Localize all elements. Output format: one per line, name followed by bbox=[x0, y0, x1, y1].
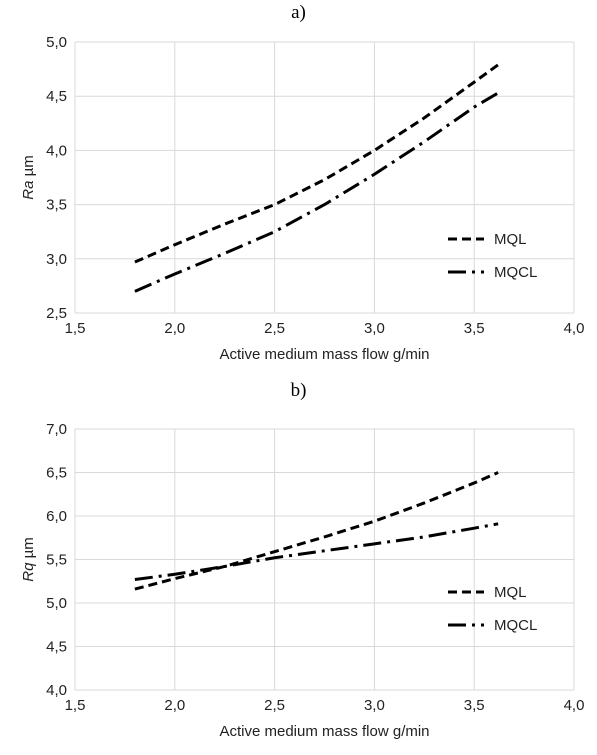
y-axis-title: Rq µm bbox=[20, 537, 37, 582]
y-tick-label: 2,5 bbox=[46, 305, 67, 322]
y-tick-label: 4,5 bbox=[46, 639, 67, 656]
y-tick-label: 5,0 bbox=[46, 34, 67, 51]
y-tick-label: 6,5 bbox=[46, 465, 67, 482]
y-axis-unit: µm bbox=[20, 537, 37, 562]
x-tick-label: 1,5 bbox=[65, 320, 86, 337]
x-tick-label: 2,0 bbox=[164, 697, 185, 714]
x-tick-label: 2,0 bbox=[164, 320, 185, 337]
x-axis-title: Active medium mass flow g/min bbox=[219, 346, 429, 363]
y-tick-label: 3,5 bbox=[46, 197, 67, 214]
y-tick-label: 4,0 bbox=[46, 142, 67, 159]
y-tick-label: 5,5 bbox=[46, 552, 67, 569]
chart-a-svg: 1,5 2,0 2,5 3,0 3,5 4,0 2,5 3,0 3,5 4,0 4,5 5,0 Acti… bbox=[20, 34, 585, 363]
legend-label-mqcl: MQCL bbox=[494, 264, 537, 281]
legend-label-mql: MQL bbox=[494, 231, 527, 248]
y-tick-label: 3,0 bbox=[46, 251, 67, 268]
series-line-mqcl bbox=[134, 522, 499, 581]
x-tick-label: 2,5 bbox=[264, 320, 285, 337]
x-tick-label: 2,5 bbox=[264, 697, 285, 714]
y-axis-unit: µm bbox=[20, 155, 37, 180]
y-axis-symbol: Rq bbox=[20, 562, 37, 582]
y-axis-symbol: Ra bbox=[20, 181, 37, 200]
y-tick-label: 6,0 bbox=[46, 508, 67, 525]
y-tick-label: 4,5 bbox=[46, 88, 67, 105]
x-tick-label: 3,0 bbox=[364, 697, 385, 714]
panel-label-b: b) bbox=[290, 380, 307, 401]
chart-panel-b: b) 1,5 2,0 2,5 3,0 3,5 4,0 4,0 4,5 5,0 5,5 6,0 6,5 7… bbox=[0, 378, 597, 755]
x-tick-label: 3,0 bbox=[364, 320, 385, 337]
legend-label-mqcl: MQCL bbox=[494, 617, 537, 634]
legend-label-mql: MQL bbox=[494, 584, 527, 601]
y-tick-label: 5,0 bbox=[46, 595, 67, 612]
x-axis-title: Active medium mass flow g/min bbox=[219, 723, 429, 740]
y-tick-label: 7,0 bbox=[46, 421, 67, 438]
x-tick-label: 3,5 bbox=[464, 320, 485, 337]
series-line-mql bbox=[134, 471, 499, 591]
series-line-mqcl bbox=[134, 91, 499, 293]
panel-label-a: a) bbox=[291, 2, 306, 23]
y-tick-label: 4,0 bbox=[46, 682, 67, 699]
x-tick-label: 3,5 bbox=[464, 697, 485, 714]
x-tick-label: 4,0 bbox=[564, 320, 585, 337]
chart-panel-a: a) 1,5 2,0 2,5 3,0 3,5 4,0 2,5 3,0 3,5 4,0 4,5 5,0 A… bbox=[20, 2, 585, 363]
chart-b-svg: 1,5 2,0 2,5 3,0 3,5 4,0 4,0 4,5 5,0 5,5 6,0 6,5 7,0 A… bbox=[20, 421, 585, 740]
y-axis-title: Ra µm bbox=[20, 155, 37, 200]
x-tick-label: 1,5 bbox=[65, 697, 86, 714]
series-line-mql bbox=[134, 63, 500, 264]
x-tick-label: 4,0 bbox=[564, 697, 585, 714]
